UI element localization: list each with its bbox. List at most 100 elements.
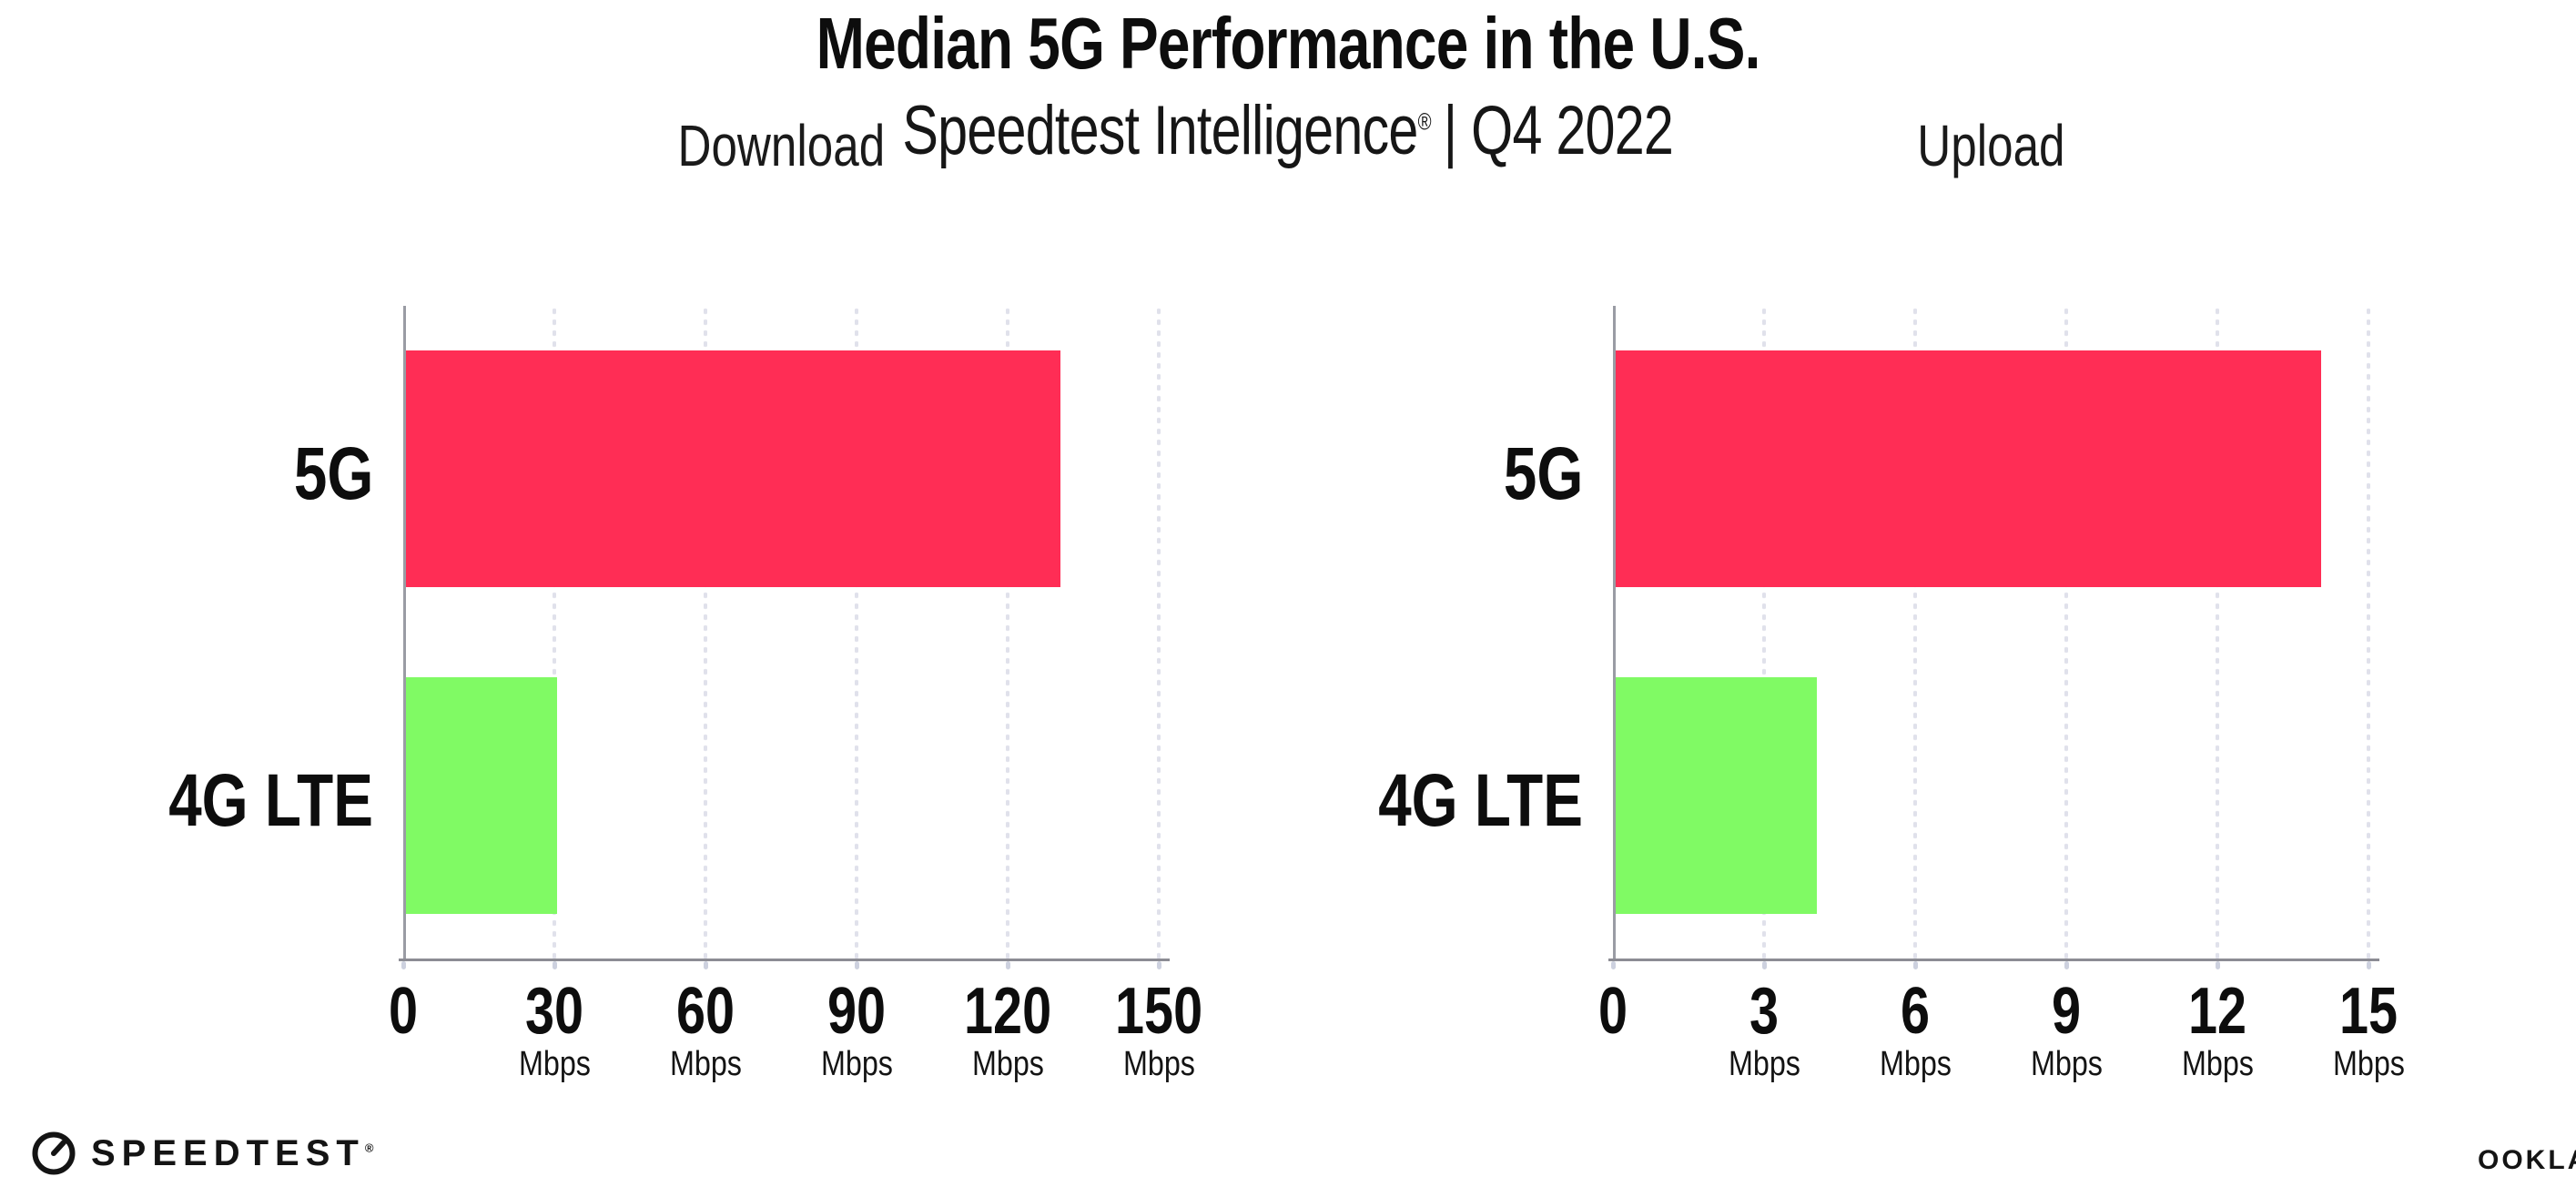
tick-unit-label: Mbps — [2268, 1047, 2469, 1081]
tick-label-150: 150 — [1059, 979, 1259, 1044]
gridline — [1157, 306, 1161, 959]
tick-unit-text: Mbps — [669, 1045, 742, 1083]
axis-tick-mark — [1156, 961, 1161, 969]
chart-title-text: Upload — [1916, 113, 2065, 178]
tick-label-0: 0 — [303, 979, 503, 1044]
speedtest-logo: SPEEDTEST® — [31, 1131, 373, 1176]
axis-tick-mark — [854, 961, 859, 969]
tick-unit-label: Mbps — [1664, 1047, 1864, 1081]
tick-unit-label: Mbps — [605, 1047, 806, 1081]
gridline — [704, 306, 707, 959]
tick-label-text: 3 — [1749, 975, 1780, 1048]
chart-title-upload: Upload — [1613, 117, 2368, 175]
category-label-text: 4G LTE — [168, 758, 373, 842]
category-label-5g: 5G — [1073, 437, 1583, 512]
plot-area — [399, 306, 1170, 969]
plot-area — [1608, 306, 2379, 969]
tick-unit-label: Mbps — [756, 1047, 957, 1081]
tick-label-9: 9 — [1966, 979, 2166, 1044]
gridline — [2216, 306, 2219, 959]
page-title-text: Median 5G Performance in the U.S. — [816, 3, 1761, 84]
gridline — [2064, 306, 2068, 959]
y-axis-line — [1613, 306, 1616, 959]
tick-label-text: 12 — [2187, 975, 2247, 1048]
gridline — [855, 306, 858, 959]
gridline — [1006, 306, 1009, 959]
tick-unit-text: Mbps — [1728, 1045, 1800, 1083]
category-label-text: 5G — [293, 432, 373, 516]
speedtest-registered-mark: ® — [364, 1141, 374, 1155]
gridline — [2367, 306, 2370, 959]
x-axis-line — [1608, 959, 2379, 961]
ookla-wordmark: OOKLA® — [2478, 1145, 2576, 1175]
gridline — [1762, 306, 1766, 959]
category-label-text: 5G — [1503, 432, 1583, 516]
gridline — [553, 306, 556, 959]
tick-label-3: 3 — [1664, 979, 1864, 1044]
tick-label-120: 120 — [908, 979, 1108, 1044]
tick-label-text: 0 — [388, 975, 419, 1048]
bar-5g — [1616, 350, 2321, 588]
registered-mark: ® — [1417, 107, 1432, 136]
speedtest-gauge-icon — [32, 1131, 76, 1175]
page-title: Median 5G Performance in the U.S. — [0, 7, 2576, 80]
tick-unit-text: Mbps — [820, 1045, 893, 1083]
subtitle-period: | Q4 2022 — [1444, 92, 1674, 169]
category-label-5g: 5G — [0, 437, 373, 512]
subtitle-brand: Speedtest Intelligence — [902, 92, 1419, 169]
tick-label-text: 120 — [963, 975, 1052, 1048]
x-axis-line — [399, 959, 1170, 961]
tick-label-text: 60 — [675, 975, 735, 1048]
tick-label-text: 90 — [827, 975, 887, 1048]
tick-label-90: 90 — [756, 979, 957, 1044]
axis-tick-mark — [1761, 961, 1767, 969]
axis-tick-mark — [552, 961, 557, 969]
bar-5g — [406, 350, 1061, 588]
axis-tick-mark — [1610, 961, 1616, 969]
tick-unit-label: Mbps — [1966, 1047, 2166, 1081]
axis-tick-mark — [1005, 961, 1010, 969]
chart-title-text: Download — [677, 113, 885, 178]
tick-unit-text: Mbps — [1879, 1045, 1952, 1083]
tick-unit-text: Mbps — [2181, 1045, 2254, 1083]
axis-tick-mark — [2366, 961, 2371, 969]
bar-4g-lte — [406, 676, 557, 914]
category-label-4g-lte: 4G LTE — [1073, 758, 1583, 842]
tick-unit-label: Mbps — [908, 1047, 1108, 1081]
axis-tick-mark — [401, 961, 406, 969]
tick-unit-label: Mbps — [1815, 1047, 2015, 1081]
axis-tick-mark — [1912, 961, 1918, 969]
tick-label-6: 6 — [1815, 979, 2015, 1044]
tick-unit-label: Mbps — [1059, 1047, 1259, 1081]
tick-unit-text: Mbps — [2030, 1045, 2103, 1083]
tick-unit-text: Mbps — [518, 1045, 591, 1083]
tick-unit-label: Mbps — [2117, 1047, 2317, 1081]
axis-tick-mark — [2215, 961, 2220, 969]
tick-label-text: 6 — [1900, 975, 1931, 1048]
category-label-text: 4G LTE — [1378, 758, 1583, 842]
tick-unit-text: Mbps — [971, 1045, 1044, 1083]
tick-label-30: 30 — [454, 979, 654, 1044]
axis-tick-mark — [703, 961, 708, 969]
speedtest-wordmark: SPEEDTEST® — [91, 1133, 374, 1173]
tick-label-60: 60 — [605, 979, 806, 1044]
tick-label-text: 0 — [1597, 975, 1628, 1048]
tick-label-12: 12 — [2117, 979, 2317, 1044]
tick-unit-text: Mbps — [2332, 1045, 2405, 1083]
page-subtitle: Speedtest Intelligence® | Q4 2022 — [0, 96, 2576, 166]
y-axis-line — [403, 306, 406, 959]
tick-label-text: 150 — [1114, 975, 1203, 1048]
tick-unit-label: Mbps — [454, 1047, 654, 1081]
tick-unit-text: Mbps — [1122, 1045, 1195, 1083]
chart-title-download: Download — [403, 117, 1159, 175]
tick-label-text: 30 — [524, 975, 584, 1048]
bar-4g-lte — [1616, 676, 1818, 914]
tick-label-text: 9 — [2051, 975, 2082, 1048]
gridline — [1913, 306, 1917, 959]
tick-label-text: 15 — [2338, 975, 2399, 1048]
axis-tick-mark — [2064, 961, 2069, 969]
tick-label-0: 0 — [1513, 979, 1713, 1044]
category-label-4g-lte: 4G LTE — [0, 758, 373, 842]
tick-label-15: 15 — [2268, 979, 2469, 1044]
